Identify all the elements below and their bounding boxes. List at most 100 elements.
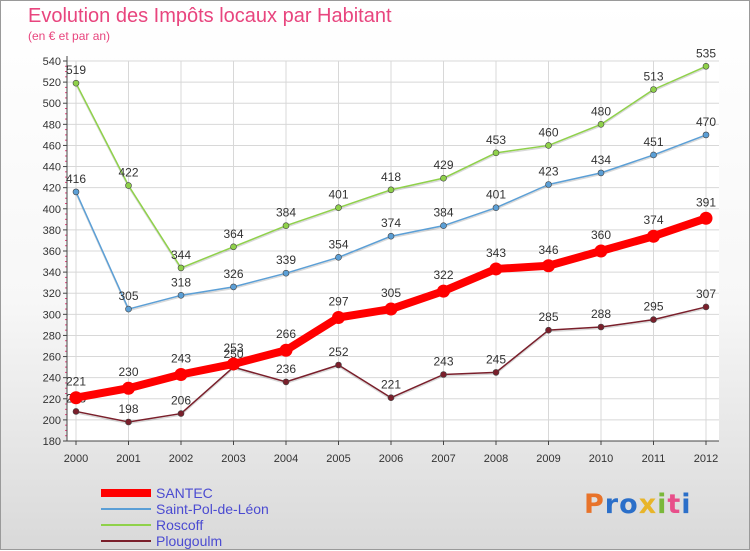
- y-tick-label: 260: [43, 352, 61, 364]
- y-tick-label: 460: [43, 140, 61, 152]
- data-label: 344: [171, 248, 191, 262]
- data-label: 305: [118, 289, 138, 303]
- x-tick-label: 2004: [274, 453, 298, 465]
- data-label: 470: [696, 115, 716, 129]
- data-label: 318: [171, 275, 191, 289]
- data-point: [650, 151, 657, 159]
- x-tick-label: 2012: [694, 453, 718, 465]
- legend-swatch: [101, 540, 151, 542]
- data-point: [702, 303, 710, 311]
- data-label: 423: [538, 165, 558, 179]
- x-tick-label: 2000: [64, 453, 88, 465]
- data-label: 307: [696, 287, 716, 301]
- data-label: 535: [696, 46, 716, 60]
- legend-item: Plougoulm: [101, 533, 301, 550]
- data-point: [594, 244, 608, 258]
- logo-letter: r: [604, 489, 620, 520]
- data-point: [650, 86, 657, 93]
- data-label: 360: [591, 228, 611, 242]
- x-tick-label: 2009: [536, 453, 560, 465]
- data-point: [702, 62, 710, 70]
- data-label: 391: [696, 195, 716, 209]
- data-point: [72, 79, 80, 87]
- data-point: [545, 181, 552, 188]
- data-label: 513: [643, 70, 663, 84]
- data-label: 322: [433, 268, 453, 282]
- data-point: [384, 302, 398, 316]
- data-point: [335, 254, 342, 261]
- logo-letter: t: [667, 489, 682, 520]
- data-point: [647, 229, 660, 243]
- data-label: 434: [591, 153, 611, 167]
- data-point: [492, 149, 500, 157]
- data-label: 305: [381, 286, 401, 300]
- data-point: [440, 174, 447, 182]
- legend-label: Roscoff: [156, 517, 204, 533]
- data-point: [174, 368, 188, 381]
- chart-title: Evolution des Impôts locaux par Habitant: [28, 5, 392, 27]
- data-point: [177, 292, 185, 299]
- data-label: 252: [328, 345, 348, 359]
- data-label: 374: [643, 213, 663, 227]
- data-point: [702, 131, 710, 139]
- data-point: [597, 169, 605, 177]
- legend-item: Roscoff: [101, 517, 301, 534]
- x-tick-label: 2008: [484, 453, 508, 465]
- chart-subtitle: (en € et par an): [28, 29, 111, 43]
- x-tick-label: 2001: [116, 453, 140, 465]
- y-tick-label: 280: [43, 330, 61, 342]
- x-tick-label: 2011: [642, 453, 666, 465]
- data-label: 243: [171, 352, 191, 366]
- y-tick-label: 340: [43, 267, 61, 279]
- y-tick-label: 400: [43, 204, 61, 216]
- data-label: 346: [538, 243, 558, 257]
- data-point: [125, 182, 132, 189]
- x-tick-label: 2006: [379, 453, 403, 465]
- data-label: 285: [538, 310, 558, 324]
- data-label: 384: [433, 206, 453, 220]
- y-tick-label: 360: [43, 246, 61, 258]
- y-tick-label: 300: [43, 309, 61, 321]
- data-point: [387, 186, 395, 194]
- logo-letter: P: [584, 489, 605, 520]
- x-tick-label: 2002: [169, 453, 193, 465]
- x-tick-label: 2007: [431, 453, 455, 465]
- data-label: 519: [66, 63, 86, 77]
- data-point: [72, 188, 80, 196]
- data-label: 354: [328, 237, 348, 251]
- logo-letter: x: [638, 489, 658, 520]
- data-label: 364: [223, 227, 243, 241]
- data-label: 374: [381, 216, 401, 230]
- data-point: [650, 316, 657, 323]
- data-point: [492, 204, 500, 212]
- data-point: [597, 323, 605, 331]
- data-point: [230, 283, 237, 291]
- data-label: 221: [381, 378, 401, 392]
- data-label: 198: [118, 402, 138, 416]
- y-tick-label: 320: [43, 288, 61, 300]
- data-point: [282, 269, 290, 277]
- data-point: [597, 121, 605, 128]
- legend-swatch: [101, 508, 151, 510]
- data-point: [542, 259, 555, 273]
- data-point: [335, 204, 342, 212]
- data-label: 295: [643, 300, 663, 314]
- data-point: [282, 378, 290, 386]
- legend-label: Plougoulm: [156, 533, 223, 549]
- data-point: [69, 391, 83, 405]
- legend-swatch: [101, 524, 151, 526]
- y-tick-label: 380: [43, 225, 61, 237]
- data-label: 384: [276, 206, 296, 220]
- data-label: 401: [328, 188, 348, 202]
- data-label: 230: [118, 365, 138, 379]
- data-label: 418: [381, 170, 401, 184]
- logo-letter: o: [619, 489, 639, 520]
- data-point: [227, 357, 240, 371]
- data-point: [335, 361, 342, 369]
- y-tick-label: 540: [43, 56, 61, 68]
- y-tick-label: 520: [43, 77, 61, 89]
- logo-letter: i: [681, 489, 692, 520]
- data-label: 460: [538, 125, 558, 139]
- data-label: 243: [433, 355, 453, 369]
